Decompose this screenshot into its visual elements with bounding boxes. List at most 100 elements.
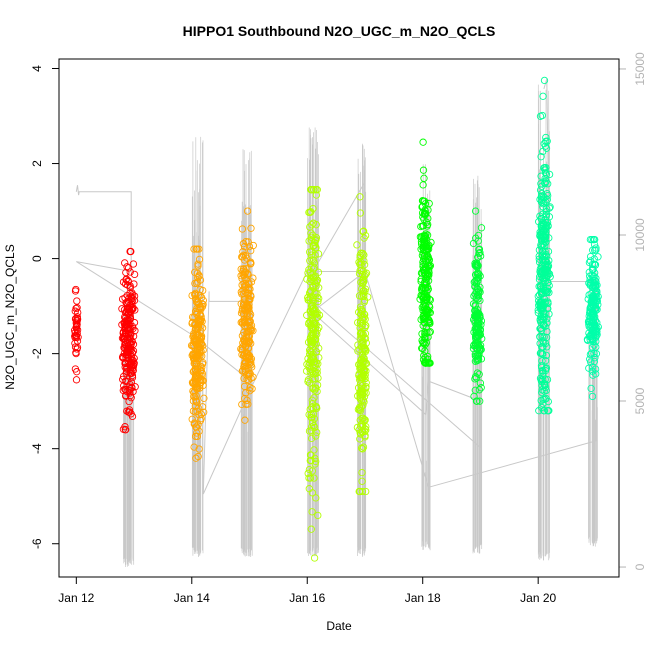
data-point [586, 313, 595, 321]
data-point [314, 313, 322, 321]
data-point [239, 290, 248, 298]
data-point [124, 264, 133, 272]
data-point [237, 309, 246, 317]
data-point [593, 288, 601, 297]
y-tick-label: -2 [30, 348, 44, 359]
data-point [360, 415, 368, 424]
data-point [306, 357, 315, 365]
data-point [541, 242, 549, 250]
data-point [191, 338, 199, 346]
data-point [305, 465, 314, 474]
chart-title: HIPPO1 Southbound N2O_UGC_m_N2O_QCLS [183, 23, 496, 39]
data-point [305, 485, 313, 493]
data-point [419, 138, 427, 146]
data-point [126, 268, 134, 276]
data-point [304, 378, 312, 386]
data-point [121, 423, 129, 431]
series-10 [583, 235, 602, 401]
data-point [122, 298, 130, 307]
y-tick-label: 0 [30, 255, 44, 262]
data-point [537, 243, 545, 251]
data-point [473, 259, 481, 267]
series-5 [302, 186, 324, 562]
data-point [422, 296, 430, 304]
data-point [542, 170, 551, 178]
data-point [359, 414, 367, 422]
data-point [356, 209, 365, 217]
data-point [191, 375, 199, 383]
data-point [309, 332, 317, 340]
data-point [537, 324, 545, 332]
data-point [130, 318, 139, 327]
data-point [246, 355, 254, 363]
data-point [238, 281, 246, 289]
data-point [356, 429, 364, 437]
data-point [360, 251, 368, 259]
data-point [473, 369, 482, 377]
series-7 [416, 138, 435, 367]
y2-tick-label: 15000 [633, 52, 647, 86]
data-point [360, 234, 368, 242]
data-point [194, 421, 202, 429]
data-point [308, 396, 316, 404]
data-point [246, 325, 254, 333]
data-point [589, 246, 597, 254]
data-point [474, 253, 482, 262]
data-point [196, 310, 205, 319]
data-point [119, 372, 128, 381]
data-point [311, 251, 319, 259]
data-point [422, 278, 430, 286]
data-points [70, 76, 602, 562]
series-8 [469, 207, 486, 405]
altitude-trace [75, 78, 598, 567]
data-point [189, 342, 197, 350]
data-point [587, 322, 595, 330]
data-point [308, 330, 316, 339]
data-point [121, 363, 129, 371]
data-point [474, 337, 482, 346]
data-point [357, 343, 366, 351]
data-point [191, 290, 199, 299]
data-point [585, 364, 593, 372]
data-point [308, 221, 316, 229]
data-point [419, 294, 427, 302]
data-point [237, 288, 245, 296]
data-point [246, 387, 254, 395]
data-point [190, 443, 198, 451]
data-point [199, 376, 207, 385]
data-point [537, 362, 546, 370]
data-point [592, 350, 601, 358]
data-point [544, 180, 552, 188]
data-point [421, 235, 429, 243]
data-point [426, 262, 435, 270]
data-point [189, 397, 198, 405]
data-point [126, 350, 134, 358]
data-point [541, 166, 549, 174]
y-tick-label: -6 [30, 538, 44, 549]
data-point [119, 375, 127, 384]
data-point [592, 370, 600, 378]
data-point [538, 349, 546, 357]
data-point [194, 452, 202, 461]
data-point [313, 186, 321, 194]
data-point [424, 214, 432, 223]
data-point [307, 275, 315, 284]
data-point [469, 300, 478, 308]
data-point [591, 246, 599, 254]
data-point [198, 403, 207, 411]
data-point [311, 384, 319, 392]
data-point [119, 386, 127, 395]
data-point [476, 379, 485, 387]
data-point [540, 253, 548, 261]
data-point [240, 265, 248, 273]
data-point [419, 181, 427, 189]
data-point [541, 179, 549, 188]
data-point [421, 252, 429, 260]
data-point [476, 296, 484, 305]
data-point [424, 242, 432, 250]
data-point [310, 474, 318, 482]
data-point [240, 280, 248, 288]
data-point [419, 166, 428, 174]
data-point [536, 325, 544, 333]
data-point [125, 408, 134, 416]
